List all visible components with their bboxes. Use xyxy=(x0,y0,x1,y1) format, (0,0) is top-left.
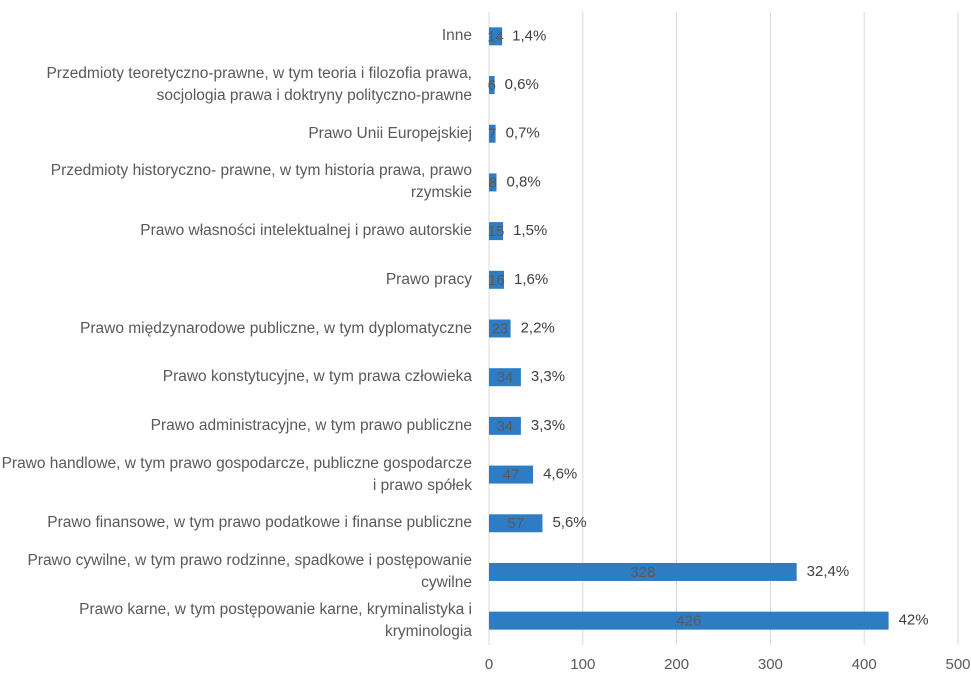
bar xyxy=(489,222,504,241)
x-tick-label: 500 xyxy=(945,656,970,673)
bar xyxy=(489,27,503,46)
category-label: Prawo administracyjne, w tym prawo publi… xyxy=(150,416,472,434)
category-label: Przedmioty teoretyczno-prawne, w tym teo… xyxy=(46,65,472,105)
category-label: Przedmioty historyczno- prawne, w tym hi… xyxy=(50,162,472,202)
category-label: Prawo karne, w tym postępowanie karne, k… xyxy=(79,600,472,640)
bar-value-label: 15 xyxy=(488,223,505,240)
category-label: Inne xyxy=(441,27,472,45)
percent-label: 32,4% xyxy=(807,563,850,580)
bar xyxy=(489,319,511,338)
percent-label: 5,6% xyxy=(552,514,586,531)
bar xyxy=(489,368,521,387)
category-label: Prawo cywilne, w tym prawo rodzinne, spa… xyxy=(27,551,472,591)
percent-label: 4,6% xyxy=(543,466,577,483)
category-label: Prawo Unii Europejskiej xyxy=(308,124,472,142)
bar xyxy=(489,76,495,95)
bar xyxy=(489,270,505,289)
bar-value-label: 328 xyxy=(630,564,655,581)
bar xyxy=(489,562,797,581)
bar-value-label: 426 xyxy=(676,613,701,630)
x-tick-label: 400 xyxy=(852,656,877,673)
percent-label: 0,7% xyxy=(506,125,540,142)
percent-label: 0,6% xyxy=(505,76,539,93)
bar-value-label: 6 xyxy=(488,77,496,94)
category-label: Prawo własności intelektualnej i prawo a… xyxy=(140,222,472,240)
bar xyxy=(489,514,543,533)
x-tick-label: 200 xyxy=(664,656,689,673)
bar-value-label: 34 xyxy=(497,369,514,386)
x-tick-label: 100 xyxy=(570,656,595,673)
bar xyxy=(489,416,521,435)
bar xyxy=(489,611,889,630)
category-label: Prawo konstytucyjne, w tym prawa człowie… xyxy=(162,368,472,386)
bar xyxy=(489,173,497,192)
category-label: Prawo pracy xyxy=(385,270,472,288)
x-tick-label: 300 xyxy=(758,656,783,673)
bar-value-label: 57 xyxy=(507,515,524,532)
x-tick-label: 0 xyxy=(485,656,493,673)
bar-value-label: 7 xyxy=(488,126,496,143)
bar xyxy=(489,465,534,484)
bar-value-label: 23 xyxy=(491,320,508,337)
bar-value-label: 34 xyxy=(497,418,514,435)
category-label: Prawo finansowe, w tym prawo podatkowe i… xyxy=(47,514,472,532)
percent-label: 42% xyxy=(899,612,929,629)
percent-label: 0,8% xyxy=(507,173,541,190)
percent-label: 2,2% xyxy=(521,319,555,336)
percent-label: 3,3% xyxy=(531,368,565,385)
percent-label: 1,5% xyxy=(513,222,547,239)
bar-value-label: 47 xyxy=(503,467,520,484)
category-label: Prawo międzynarodowe publiczne, w tym dy… xyxy=(80,319,472,337)
category-label: Prawo handlowe, w tym prawo gospodarcze,… xyxy=(1,454,472,494)
percent-label: 3,3% xyxy=(531,417,565,434)
percent-label: 1,6% xyxy=(514,271,548,288)
bar-value-label: 16 xyxy=(488,272,505,289)
bar-value-label: 8 xyxy=(489,174,497,191)
bar-value-label: 14 xyxy=(487,28,504,45)
bar xyxy=(489,124,496,143)
percent-label: 1,4% xyxy=(512,27,546,44)
